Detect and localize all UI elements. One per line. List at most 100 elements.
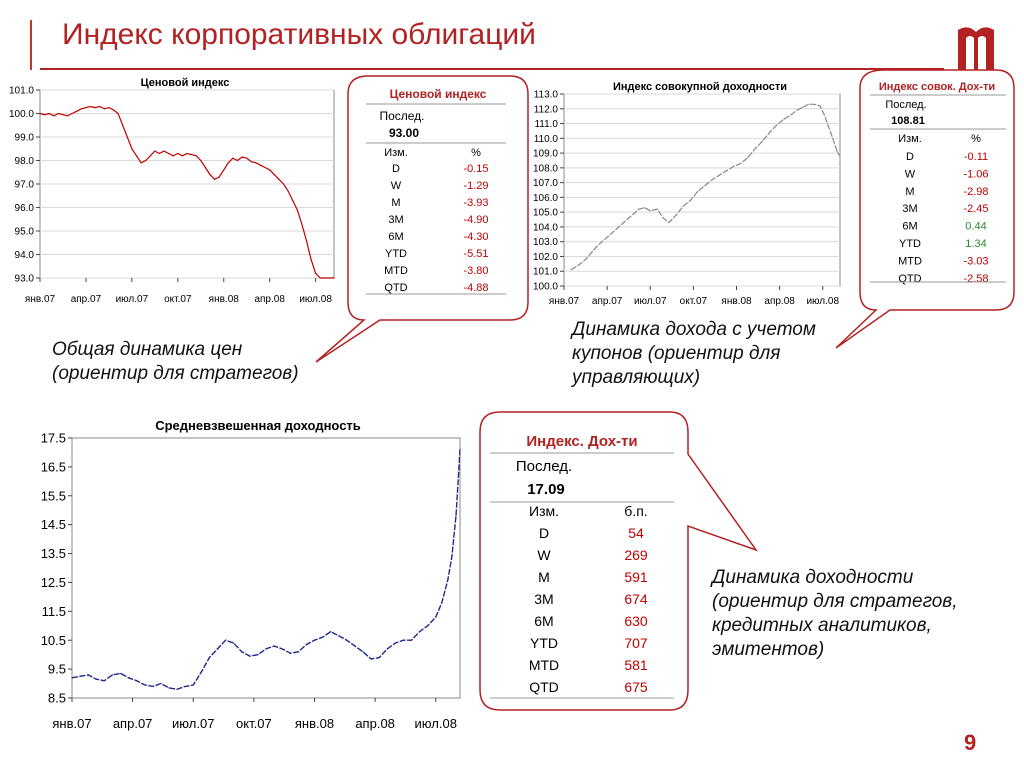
x-tick-label: апр.07 bbox=[71, 294, 102, 305]
callout-row-label: QTD bbox=[384, 282, 407, 294]
x-tick-label: июл.07 bbox=[172, 716, 214, 731]
y-tick-label: 11.5 bbox=[42, 604, 66, 619]
y-tick-label: 9.5 bbox=[48, 662, 66, 677]
data-point bbox=[596, 245, 598, 247]
data-point bbox=[66, 115, 69, 117]
x-tick-label: янв.07 bbox=[25, 294, 56, 305]
y-tick-label: 105.0 bbox=[533, 208, 558, 219]
callout-row-label: 3M bbox=[902, 203, 917, 215]
data-point bbox=[321, 636, 324, 638]
y-tick-label: 10.5 bbox=[41, 633, 66, 648]
data-point bbox=[459, 448, 461, 451]
callout-row-label: 3M bbox=[388, 214, 403, 226]
data-point bbox=[227, 162, 229, 164]
page-title: Индекс корпоративных облигаций bbox=[62, 18, 536, 51]
y-tick-label: 16.5 bbox=[41, 459, 66, 474]
data-point bbox=[807, 103, 809, 105]
data-point bbox=[200, 159, 202, 162]
data-point bbox=[278, 178, 280, 180]
x-tick-label: янв.07 bbox=[52, 716, 91, 731]
data-point bbox=[435, 616, 437, 618]
x-tick-label: апр.08 bbox=[355, 716, 395, 731]
data-point bbox=[94, 107, 96, 109]
data-point bbox=[144, 684, 146, 686]
data-point bbox=[149, 155, 151, 157]
callout-row-value: 674 bbox=[624, 591, 648, 607]
callout-last-label: Послед. bbox=[885, 99, 926, 111]
x-tick-label: янв.07 bbox=[549, 296, 580, 307]
plot-area bbox=[563, 93, 841, 287]
callout-row-label: D bbox=[392, 163, 400, 175]
data-point bbox=[71, 112, 73, 115]
data-point bbox=[233, 642, 235, 644]
data-point bbox=[740, 162, 742, 165]
callout-row-value: -4.88 bbox=[463, 282, 488, 294]
data-point bbox=[95, 678, 97, 680]
data-point bbox=[265, 648, 267, 650]
x-tick-label: окт.07 bbox=[680, 296, 708, 307]
data-point bbox=[160, 682, 162, 685]
data-point bbox=[71, 677, 73, 679]
data-point bbox=[754, 148, 756, 150]
data-point bbox=[427, 625, 429, 627]
total-return-callout: Индекс совок. Дох-ти Послед. 108.81 Изм.… bbox=[835, 69, 1015, 349]
data-point bbox=[172, 155, 174, 157]
x-tick-label: апр.07 bbox=[113, 716, 153, 731]
callout-row-value: 269 bbox=[624, 547, 648, 563]
data-point bbox=[319, 277, 321, 279]
data-point bbox=[259, 164, 262, 166]
data-point bbox=[570, 269, 572, 271]
x-tick-label: янв.08 bbox=[721, 296, 752, 307]
callout-row-value: 54 bbox=[628, 525, 644, 541]
price-caption: Общая динамика цен (ориентир для стратег… bbox=[52, 339, 299, 384]
data-point bbox=[718, 174, 720, 176]
data-point bbox=[213, 178, 216, 180]
data-point bbox=[103, 680, 105, 682]
data-point bbox=[79, 675, 81, 677]
callout-col2: б.п. bbox=[624, 503, 647, 519]
data-point bbox=[168, 152, 170, 155]
x-tick-label: июл.07 bbox=[116, 294, 149, 305]
data-point bbox=[186, 152, 188, 155]
data-point bbox=[257, 654, 259, 656]
data-point bbox=[768, 131, 771, 133]
callout-last-value: 93.00 bbox=[389, 126, 419, 140]
callout-row-label: YTD bbox=[385, 248, 407, 260]
data-point bbox=[122, 124, 124, 126]
data-point bbox=[333, 277, 335, 279]
data-point bbox=[297, 651, 299, 653]
data-point bbox=[324, 277, 326, 279]
x-tick-label: окт.07 bbox=[164, 294, 192, 305]
data-point bbox=[675, 214, 677, 216]
callout-row-label: 6M bbox=[902, 221, 917, 233]
data-point bbox=[131, 148, 133, 150]
yield-caption: Динамика доходности (ориентир для страте… bbox=[712, 567, 958, 660]
data-point bbox=[250, 161, 252, 163]
data-point bbox=[796, 109, 798, 111]
data-point bbox=[305, 643, 308, 646]
data-point bbox=[176, 688, 178, 690]
data-point bbox=[813, 103, 815, 105]
data-point bbox=[783, 118, 785, 120]
x-tick-label: окт.07 bbox=[236, 716, 272, 731]
data-point bbox=[362, 651, 364, 653]
data-point bbox=[127, 677, 130, 679]
data-point bbox=[218, 176, 220, 178]
x-tick-label: янв.08 bbox=[209, 294, 240, 305]
data-point bbox=[89, 105, 92, 108]
y-tick-label: 97.0 bbox=[15, 180, 35, 191]
data-point bbox=[704, 184, 706, 187]
callout-row-label: MTD bbox=[384, 265, 408, 277]
data-point bbox=[136, 680, 138, 682]
chart-title: Индекс совокупной доходности bbox=[613, 81, 787, 93]
data-point bbox=[577, 264, 579, 266]
callout-title: Индекс совок. Дох-ти bbox=[879, 81, 995, 93]
callout-row-label: QTD bbox=[898, 273, 921, 285]
data-point bbox=[441, 602, 443, 604]
data-point bbox=[135, 155, 138, 157]
callout-row-value: -1.29 bbox=[463, 180, 488, 192]
y-tick-label: 111.0 bbox=[534, 119, 558, 130]
data-point bbox=[163, 150, 165, 152]
chart-title: Ценовой индекс bbox=[141, 77, 230, 89]
callout-row-value: -0.11 bbox=[964, 151, 988, 163]
